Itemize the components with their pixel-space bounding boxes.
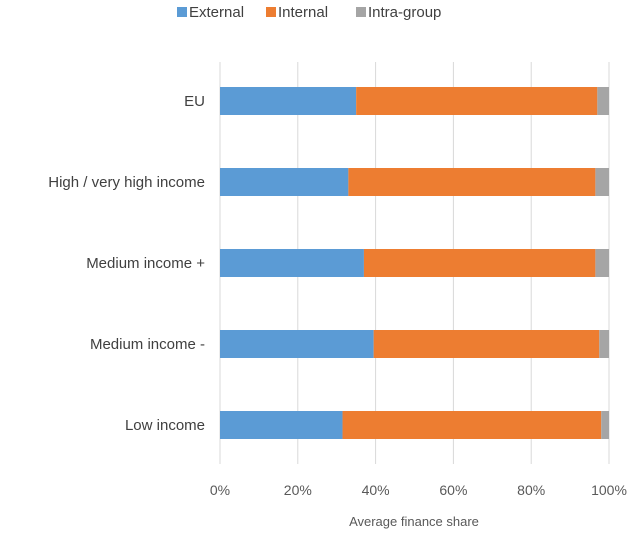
bar-intra-group-eu xyxy=(597,87,609,115)
legend-swatch-external xyxy=(177,7,187,17)
category-label: Medium income + xyxy=(86,255,205,272)
bar-intra-group-low-income xyxy=(601,411,609,439)
category-label: Low income xyxy=(125,417,205,434)
bar-external-medium-income xyxy=(220,330,374,358)
category-label: Medium income - xyxy=(90,336,205,353)
bar-internal-eu xyxy=(356,87,598,115)
bar-external-high-very-high-income xyxy=(220,168,349,196)
x-tick-label: 20% xyxy=(284,482,312,498)
bar-intra-group-medium-income xyxy=(599,330,609,358)
x-tick-label: 40% xyxy=(362,482,390,498)
legend-swatch-internal xyxy=(266,7,276,17)
x-tick-label: 60% xyxy=(439,482,467,498)
bars xyxy=(220,87,609,439)
bar-external-medium-income xyxy=(220,249,364,277)
category-label: High / very high income xyxy=(48,174,205,191)
bar-internal-low-income xyxy=(342,411,602,439)
category-label: EU xyxy=(184,93,205,110)
x-tick-label: 100% xyxy=(591,482,627,498)
category-labels: EU High / very high income Medium income +… xyxy=(48,93,205,434)
legend-label-intra-group: Intra-group xyxy=(368,4,441,21)
bar-external-low-income xyxy=(220,411,343,439)
legend-label-internal: Internal xyxy=(278,4,328,21)
bar-internal-medium-income xyxy=(373,330,600,358)
bar-internal-high-very-high-income xyxy=(348,168,596,196)
bar-external-eu xyxy=(220,87,357,115)
legend-label-external: External xyxy=(189,4,244,21)
bar-intra-group-medium-income xyxy=(595,249,609,277)
bar-intra-group-high-very-high-income xyxy=(595,168,609,196)
legend: External Internal Intra-group xyxy=(177,4,441,21)
x-tick-labels: 0% 20% 40% 60% 80% 100% xyxy=(210,482,627,498)
x-tick-label: 0% xyxy=(210,482,230,498)
x-axis-label: Average finance share xyxy=(349,514,479,529)
x-tick-label: 80% xyxy=(517,482,545,498)
bar-internal-medium-income xyxy=(363,249,596,277)
legend-swatch-intra-group xyxy=(356,7,366,17)
